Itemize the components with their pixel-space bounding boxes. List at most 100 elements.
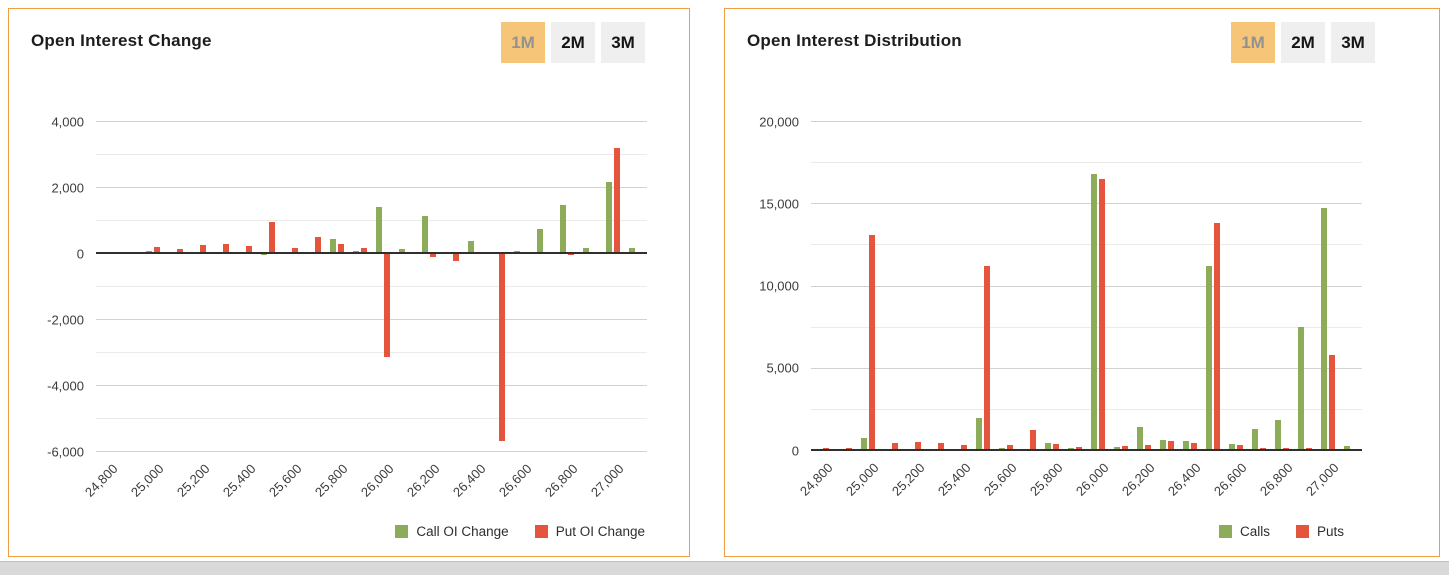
put-bar [1030,430,1036,450]
gridline [811,409,1362,410]
put-bar [1214,222,1220,450]
gridline [96,418,647,419]
x-axis-tick-label: 26,600 [1210,460,1250,499]
y-axis-tick-label: 0 [76,246,84,261]
call-bar [1114,446,1120,450]
legend-item-calls: Calls [1218,523,1270,539]
put-bar [246,246,252,253]
gridline [96,451,647,452]
x-axis-baseline [811,449,1362,451]
x-axis-tick-label: 26,200 [1118,460,1158,499]
x-axis-tick-label: 25,200 [174,461,213,500]
y-axis-tick-label: 20,000 [759,114,799,129]
put-bar [938,443,944,450]
legend-item-call-oi-change: Call OI Change [395,523,509,539]
put-bar [892,443,898,450]
y-axis-tick-label: 2,000 [51,180,84,195]
put-bar [338,243,344,253]
call-bar [1045,443,1051,450]
call-bar [399,248,405,253]
x-axis-tick-label: 25,400 [220,461,259,500]
call-bar [629,248,635,253]
put-bar [453,253,459,261]
x-axis-baseline [96,252,647,254]
x-axis-tick-label: 26,000 [1072,460,1112,499]
timeframe-3m-button[interactable]: 3M [1331,22,1375,63]
timeframe-3m-button[interactable]: 3M [601,22,645,63]
x-axis-tick-label: 25,800 [1026,460,1066,499]
legend-item-puts: Puts [1295,523,1344,539]
gridline [96,154,647,155]
put-bar [1076,446,1082,450]
call-bar [330,239,336,253]
oi-change-legend: Call OI Change Put OI Change [395,523,645,539]
legend-label: Call OI Change [416,523,509,539]
page-title: Open Interest Distribution [747,31,962,50]
call-bar [422,215,428,253]
put-bar [1099,178,1105,450]
y-axis-tick-label: -6,000 [47,444,84,459]
put-legend-swatch [1295,524,1309,538]
put-bar [177,249,183,253]
y-axis-tick-label: 5,000 [766,360,799,376]
put-bar [915,441,921,450]
open-interest-distribution-panel: Open Interest Distribution 1M 2M 3M 0 5,0… [724,8,1440,557]
call-bar [1206,265,1212,450]
timeframe-2m-button[interactable]: 2M [551,22,595,63]
put-bar [154,246,160,253]
x-axis-tick-label: 26,400 [1164,460,1204,499]
put-bar [961,445,967,450]
x-axis-tick-label: 27,000 [1302,460,1342,499]
page-background-strip [0,561,1449,575]
call-bar [1252,429,1258,450]
legend-label: Puts [1316,523,1344,539]
put-bar [1237,445,1243,450]
x-axis-tick-label: 25,800 [311,461,351,500]
put-bar [846,447,852,450]
x-axis-tick-label: 25,000 [843,460,882,499]
timeframe-1m-button[interactable]: 1M [501,22,545,63]
call-bar [606,181,612,253]
call-bar [1068,447,1074,450]
x-axis-tick-label: 25,600 [266,461,305,500]
call-bar [1229,444,1235,450]
call-bar [560,204,566,253]
put-bar [984,265,990,450]
call-bar [1275,420,1281,450]
call-legend-swatch [395,524,409,538]
call-legend-swatch [1218,524,1232,538]
put-bar [223,244,229,253]
put-bar [292,248,298,253]
oi-distribution-legend: Calls Puts [1218,523,1344,539]
legend-label: Calls [1239,523,1270,539]
gridline [96,187,647,188]
timeframe-1m-button[interactable]: 1M [1231,22,1275,63]
gridline [811,162,1362,163]
x-axis-tick-label: 26,400 [449,461,489,500]
x-axis-tick-label: 27,000 [587,461,627,500]
timeframe-2m-button[interactable]: 2M [1281,22,1325,63]
call-bar [1298,327,1304,450]
call-bar [1344,445,1350,450]
timeframe-buttons: 1M 2M 3M [1231,22,1375,63]
x-axis-tick-label: 25,200 [889,460,928,499]
x-axis-tick-label: 26,200 [403,461,443,500]
gridline [96,286,647,287]
x-axis-tick-label: 25,000 [128,461,167,500]
y-axis-tick-label: -4,000 [47,378,84,393]
put-bar [1145,445,1151,450]
gridline [96,220,647,221]
gridline [96,385,647,386]
gridline [811,327,1362,328]
put-bar [430,253,436,257]
put-legend-swatch [534,524,548,538]
call-bar [537,228,543,253]
gridline [96,319,647,320]
put-bar [1122,445,1128,450]
call-bar [468,241,474,253]
put-bar [315,237,321,253]
x-axis-tick-label: 24,800 [82,461,122,500]
call-bar [1137,426,1143,450]
timeframe-buttons: 1M 2M 3M [501,22,645,63]
y-axis-tick-label: 15,000 [759,196,799,212]
